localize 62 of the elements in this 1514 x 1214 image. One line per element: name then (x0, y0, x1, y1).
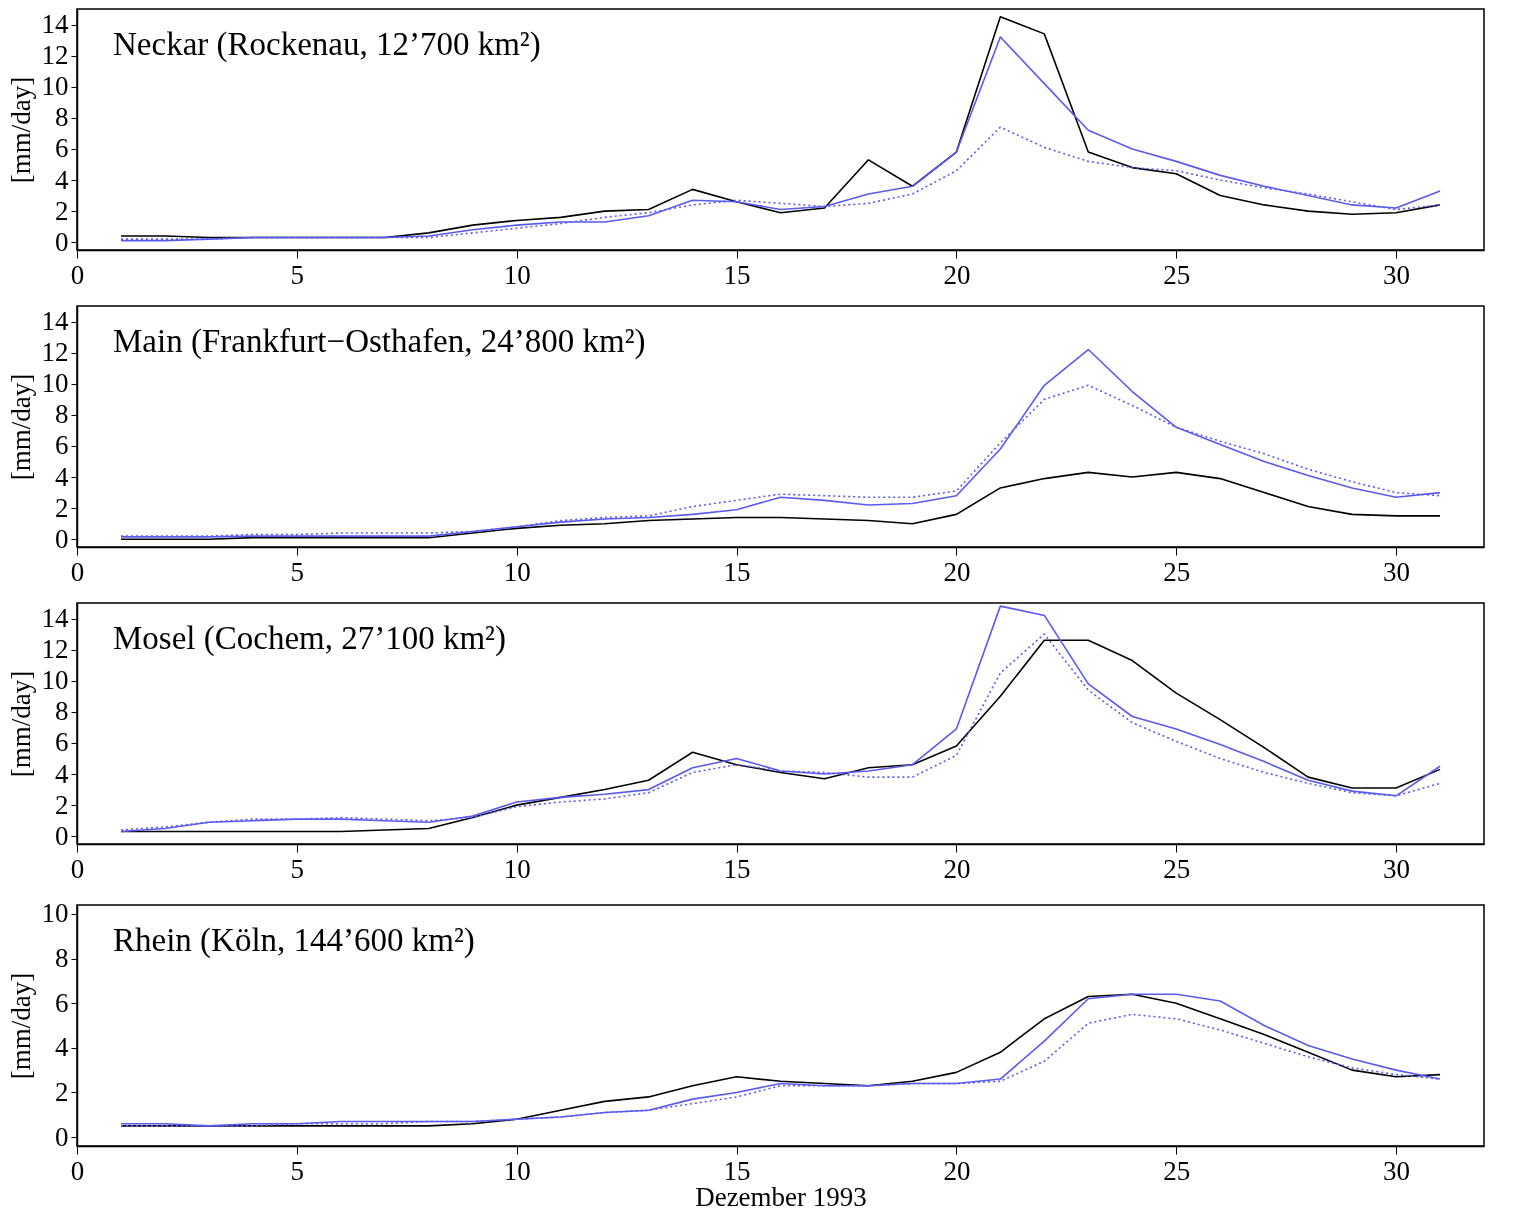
x-tick-label: 20 (943, 853, 971, 884)
text: Main (Frankfurt−Osthafen, 24’800 km²) (113, 323, 646, 360)
text: Rhein (Köln, 144’600 km²) (113, 922, 475, 959)
y-axis-title: [mm/day] (5, 670, 36, 778)
text: Neckar (Rockenau, 12’700 km²) (113, 26, 541, 63)
y-tick-label: 10 (41, 665, 69, 696)
x-tick-label: 30 (1383, 1155, 1411, 1186)
x-tick-label: 25 (1163, 556, 1191, 587)
line-series (120, 471, 1441, 541)
x-tick-label: 20 (943, 1155, 971, 1186)
y-tick-label: 8 (55, 943, 69, 974)
y-tick-label: 0 (55, 523, 69, 554)
y-tick-label: 0 (55, 226, 69, 257)
y-tick-label: 6 (55, 430, 69, 461)
y-tick-label: 2 (55, 195, 69, 226)
x-tick-label: 20 (943, 556, 971, 587)
y-tick-label: 10 (41, 71, 69, 102)
y-tick-label: 2 (55, 789, 69, 820)
y-tick-label: 4 (55, 461, 69, 492)
x-tick-label: 10 (503, 853, 531, 884)
y-tick-label: 0 (55, 820, 69, 851)
x-tick-label: 5 (290, 259, 305, 290)
x-tick-label: 5 (290, 1155, 305, 1186)
x-tick-label: 25 (1163, 853, 1191, 884)
y-tick-label: 12 (41, 337, 69, 368)
x-tick-label: 30 (1383, 259, 1411, 290)
y-tick-label: 14 (41, 306, 69, 337)
x-tick-label: 5 (290, 853, 305, 884)
y-tick-label: 12 (41, 634, 69, 665)
x-tick-label: 30 (1383, 853, 1411, 884)
x-tick-label: 10 (503, 259, 531, 290)
y-tick-label: 6 (55, 727, 69, 758)
x-tick-label: 30 (1383, 556, 1411, 587)
y-tick-label: 8 (55, 696, 69, 727)
x-tick-label: 15 (723, 853, 751, 884)
y-tick-label: 2 (55, 492, 69, 523)
y-tick-label: 6 (55, 987, 69, 1018)
y-tick-label: 10 (41, 368, 69, 399)
y-tick-label: 4 (55, 164, 69, 195)
y-tick-label: 14 (41, 9, 69, 40)
x-tick-label: 15 (723, 259, 751, 290)
x-tick-label: 20 (943, 259, 971, 290)
y-tick-label: 4 (55, 758, 69, 789)
y-tick-label: 8 (55, 102, 69, 133)
y-tick-label: 6 (55, 133, 69, 164)
x-tick-label: 25 (1163, 1155, 1191, 1186)
x-tick-label: 10 (503, 1155, 531, 1186)
x-tick-label: 5 (290, 556, 305, 587)
y-axis-title: [mm/day] (5, 373, 36, 481)
x-tick-label: 15 (723, 556, 751, 587)
x-tick-label: 10 (503, 556, 531, 587)
y-axis-title: [mm/day] (5, 76, 36, 184)
y-tick-label: 10 (41, 898, 69, 929)
y-axis-title: [mm/day] (5, 972, 36, 1080)
y-tick-label: 8 (55, 399, 69, 430)
y-tick-label: 2 (55, 1076, 69, 1107)
y-tick-label: 14 (41, 603, 69, 634)
y-tick-label: 4 (55, 1032, 69, 1063)
y-tick-label: 12 (41, 40, 69, 71)
text: Mosel (Cochem, 27’100 km²) (113, 620, 507, 657)
y-tick-label: 0 (55, 1121, 69, 1152)
x-tick-label: 25 (1163, 259, 1191, 290)
